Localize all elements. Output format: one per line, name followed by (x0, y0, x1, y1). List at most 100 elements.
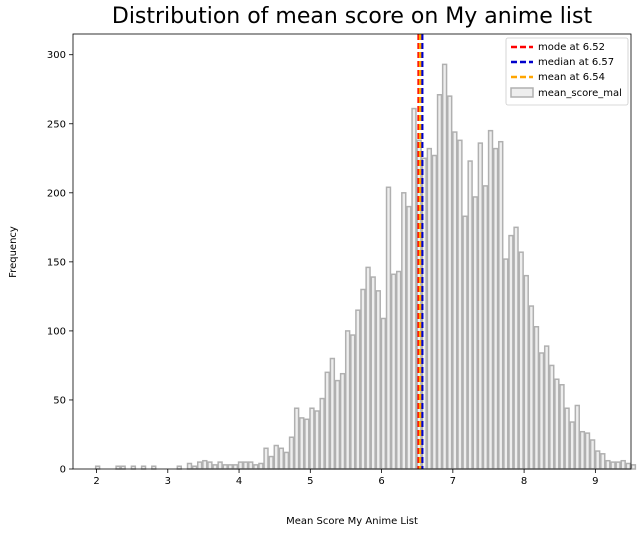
hist-bar (309, 407, 315, 470)
hist-bar (513, 226, 519, 470)
hist-bar (620, 459, 626, 470)
hist-bar (492, 147, 499, 470)
hist-bar (615, 461, 621, 470)
hist-bar (263, 447, 269, 470)
y-tick-label: 300 (47, 50, 66, 61)
hist-bar (217, 461, 223, 470)
x-tick-label: 3 (165, 476, 171, 487)
hist-bar (589, 439, 596, 470)
plot-area (72, 33, 632, 470)
hist-bar (594, 450, 601, 470)
hist-bar (477, 142, 484, 470)
hist-bar (283, 451, 290, 470)
y-tick-label: 50 (53, 395, 66, 406)
y-tick-label: 100 (47, 326, 66, 337)
hist-bar (406, 205, 412, 470)
hist-bar (278, 447, 285, 470)
hist-bar (584, 432, 591, 470)
hist-bar (140, 465, 147, 470)
hist-bar (242, 461, 249, 470)
legend-mode-label: mode at 6.52 (538, 42, 605, 53)
hist-bar (237, 461, 244, 470)
hist-bar (605, 459, 611, 470)
hist-bar (370, 276, 376, 470)
y-tick-label: 200 (47, 188, 66, 199)
hist-bar (176, 465, 182, 470)
hist-bar (385, 186, 392, 470)
hist-bar (554, 378, 560, 470)
legend-mean-label: mean at 6.54 (538, 72, 605, 83)
hist-bar (472, 196, 478, 470)
hist-bar (380, 317, 387, 470)
hist-bar (487, 129, 494, 470)
x-tick-label: 7 (450, 476, 456, 487)
y-tick-label: 0 (60, 465, 66, 476)
hist-bar (533, 326, 540, 470)
hist-bar (579, 430, 586, 470)
hist-bar (390, 273, 397, 470)
hist-bar (222, 464, 228, 470)
hist-bar (120, 465, 126, 470)
hist-bar (452, 131, 458, 470)
hist-bar (258, 462, 264, 470)
hist-bar (467, 160, 473, 470)
hist-bar (538, 352, 545, 470)
hist-bar (600, 453, 606, 470)
hist-bar (334, 379, 341, 470)
y-axis: 0 50 100 150 200 250 300 (47, 50, 73, 476)
hist-bar (248, 461, 254, 470)
legend-hist-label: mean_score_mal (538, 88, 622, 99)
chart-title: Distribution of mean score on My anime l… (112, 4, 593, 29)
hist-bar (350, 334, 356, 470)
hist-bar (564, 407, 570, 470)
y-axis-label: Frequency (8, 226, 19, 278)
hist-bar (447, 95, 453, 470)
hist-bar (508, 234, 514, 470)
hist-bar (268, 455, 274, 470)
hist-bar (569, 421, 575, 470)
hist-bar (625, 462, 631, 470)
legend: mode at 6.52 median at 6.57 mean at 6.54… (505, 37, 629, 106)
hist-bar (355, 309, 361, 470)
x-axis: 2 3 4 5 6 7 8 9 (93, 469, 599, 487)
hist-bar (518, 251, 524, 470)
hist-bar (227, 464, 234, 470)
hist-bar (115, 465, 121, 470)
hist-bar (395, 270, 402, 470)
hist-bar (253, 464, 259, 470)
hist-bar (436, 94, 443, 470)
hist-bar (574, 404, 580, 470)
hist-bar (441, 63, 448, 470)
hist-bar (610, 461, 616, 470)
x-tick-label: 5 (307, 476, 313, 487)
hist-bar (299, 417, 305, 470)
hist-bar (202, 459, 208, 470)
x-tick-label: 6 (378, 476, 384, 487)
legend-median-label: median at 6.57 (538, 57, 614, 68)
x-axis-label: Mean Score My Anime List (286, 516, 418, 527)
hist-bar (232, 464, 239, 470)
hist-bar (130, 465, 137, 470)
y-tick-label: 150 (47, 257, 66, 268)
hist-bar (186, 462, 193, 470)
hist-bar (365, 266, 371, 470)
legend-box (505, 37, 629, 106)
hist-bar (375, 290, 381, 470)
y-tick-label: 250 (47, 119, 66, 130)
hist-bar (273, 444, 279, 470)
hist-bar (314, 410, 320, 470)
hist-bar (319, 397, 325, 470)
x-tick-label: 9 (592, 476, 598, 487)
x-tick-label: 4 (236, 476, 242, 487)
reference-lines (417, 34, 424, 469)
hist-bar (94, 465, 101, 470)
hist-bar (344, 330, 351, 470)
hist-bar (411, 107, 417, 470)
hist-bar (401, 192, 407, 470)
hist-bar (288, 436, 295, 470)
hist-bar (329, 357, 336, 470)
hist-bar (207, 461, 213, 470)
hist-bar (462, 215, 468, 470)
hist-bar (293, 407, 300, 470)
